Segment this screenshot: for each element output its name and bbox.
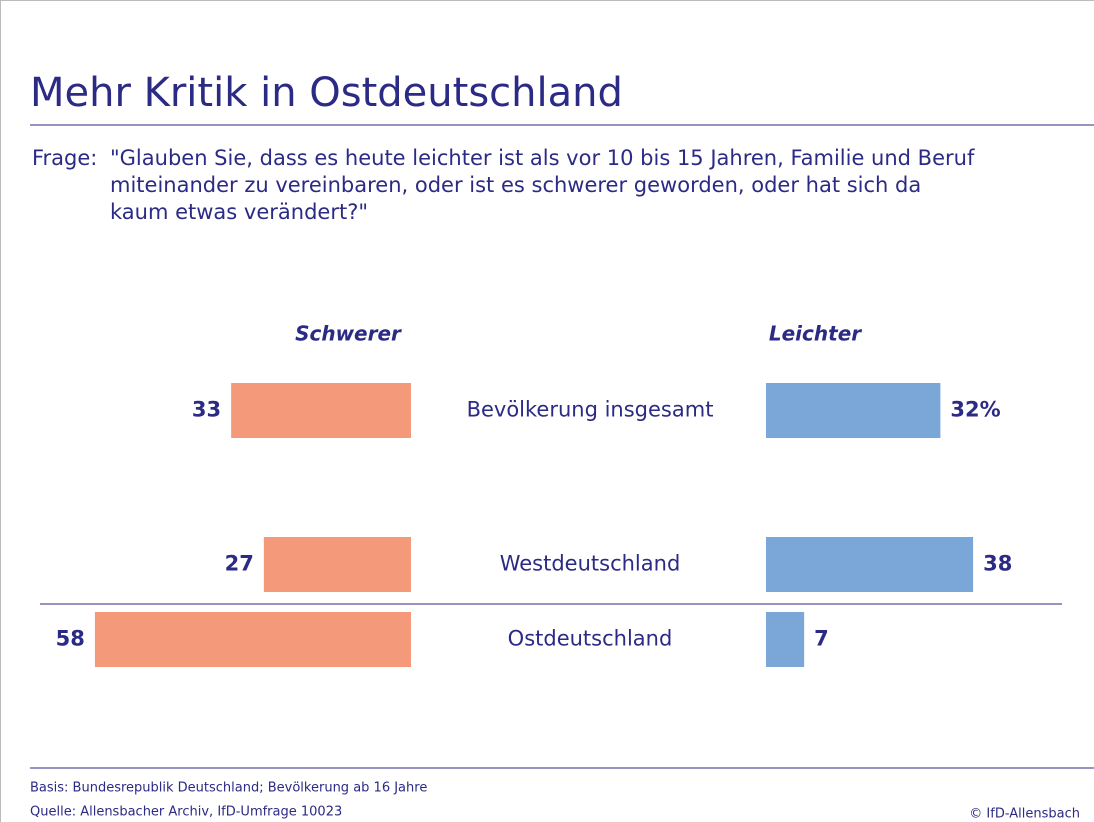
value-label: 33: [192, 398, 221, 422]
category-label: Bevölkerung insgesamt: [467, 398, 714, 422]
value-label: 38: [983, 552, 1012, 576]
question-line: kaum etwas verändert?": [110, 200, 368, 224]
value-label: 32%: [950, 398, 1000, 422]
category-label: Westdeutschland: [500, 552, 681, 576]
question-line: miteinander zu vereinbaren, oder ist es …: [110, 173, 921, 197]
bar: [263, 537, 411, 592]
value-label: 58: [56, 627, 85, 651]
footnote: Quelle: Allensbacher Archiv, IfD-Umfrage…: [30, 805, 342, 820]
legend-label: Schwerer: [295, 322, 402, 346]
bar: [766, 537, 974, 592]
value-label: 27: [225, 552, 254, 576]
copyright: © IfD-Allensbach: [969, 807, 1080, 822]
chart-title: Mehr Kritik in Ostdeutschland: [30, 70, 623, 116]
question-label: Frage:: [32, 146, 97, 170]
bar: [231, 383, 411, 438]
bar: [94, 612, 412, 667]
value-label: 7: [814, 627, 829, 651]
bar: [766, 383, 941, 438]
legend-label: Leichter: [769, 322, 862, 346]
question-line: "Glauben Sie, dass es heute leichter ist…: [110, 146, 975, 170]
category-label: Ostdeutschland: [508, 627, 673, 651]
bar: [766, 612, 805, 667]
footnote: Basis: Bundesrepublik Deutschland; Bevöl…: [30, 781, 427, 796]
